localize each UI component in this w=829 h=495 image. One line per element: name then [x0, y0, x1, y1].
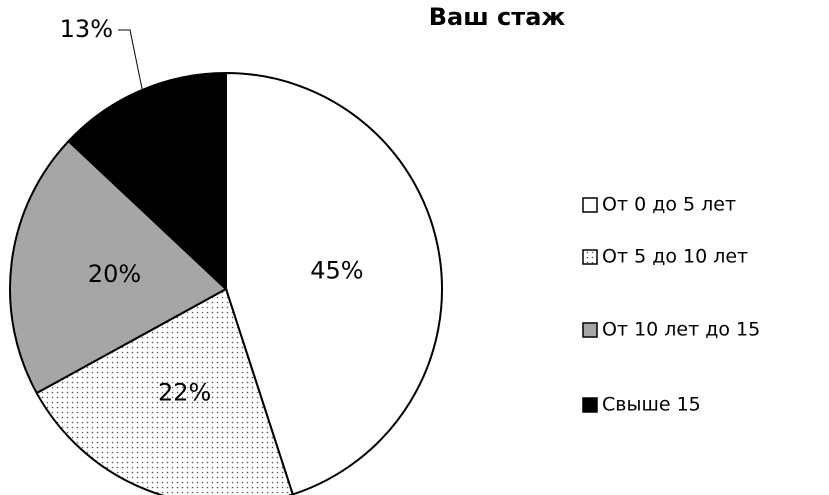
leader-line [118, 29, 145, 101]
legend-swatch [582, 397, 598, 413]
pie-slice [9, 139, 228, 395]
legend-label: От 10 лет до 15 [602, 319, 760, 341]
pie-slice [225, 71, 443, 495]
pie-slice [67, 71, 227, 292]
data-label: 22% [158, 378, 211, 406]
data-label: 45% [310, 256, 363, 284]
legend-label: От 5 до 10 лет [602, 246, 748, 268]
legend-label: От 0 до 5 лет [602, 194, 736, 216]
chart-title: Ваш стаж [429, 3, 566, 31]
legend-label: Свыше 15 [602, 394, 701, 416]
legend-swatch [582, 197, 598, 213]
data-label: 20% [88, 260, 141, 288]
pie-slice [35, 287, 294, 495]
legend-swatch [582, 322, 598, 338]
data-label: 13% [60, 15, 113, 43]
legend-swatch [582, 249, 598, 265]
